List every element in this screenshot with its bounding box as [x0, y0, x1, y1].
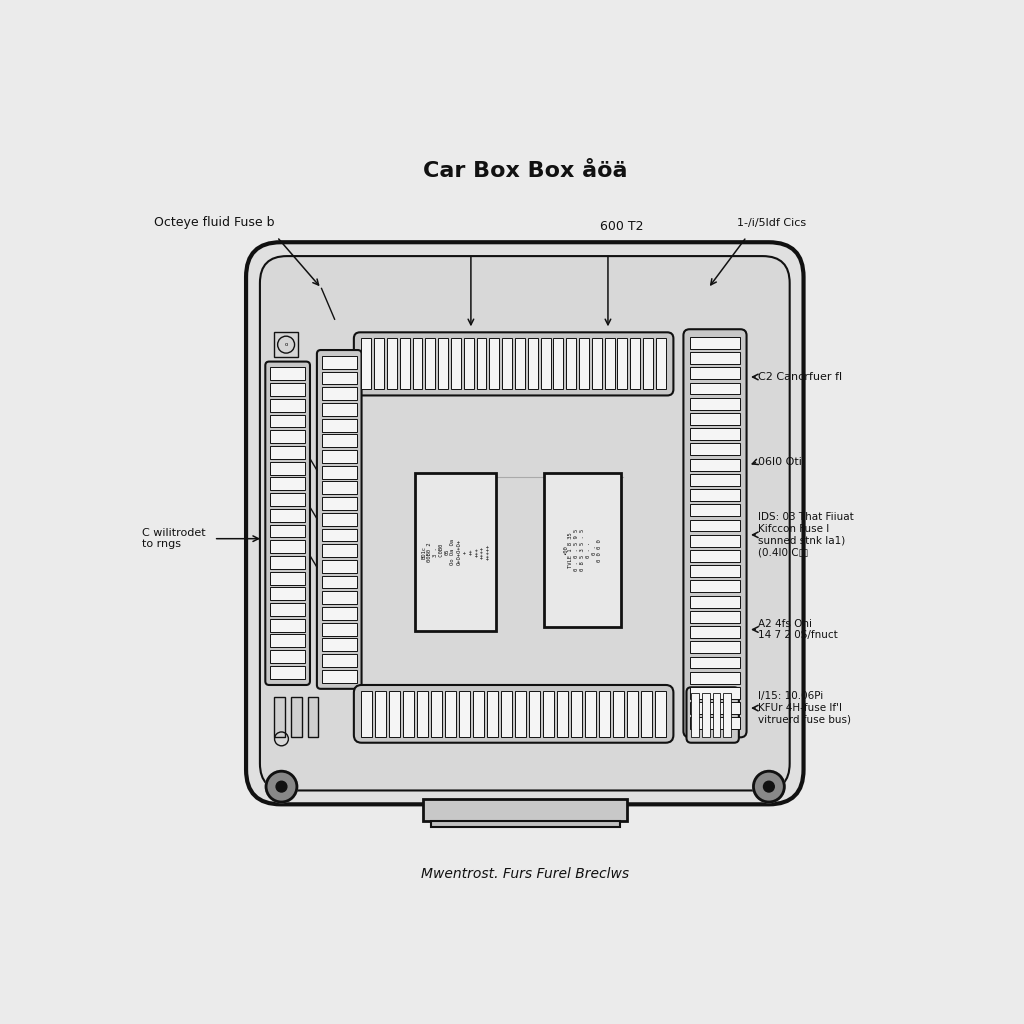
Bar [270, 462, 305, 474]
Bar [270, 588, 305, 600]
Bar [459, 691, 470, 736]
Bar [322, 372, 357, 384]
Bar [322, 466, 357, 478]
Bar [515, 691, 526, 736]
Bar [689, 656, 740, 669]
Bar [416, 473, 497, 631]
Bar [273, 333, 298, 357]
Text: C wilitrodet
to rngs: C wilitrodet to rngs [142, 528, 206, 550]
Text: Car Box Box åöä: Car Box Box åöä [423, 161, 627, 180]
FancyBboxPatch shape [265, 361, 310, 685]
Circle shape [764, 781, 774, 792]
Bar [473, 691, 484, 736]
Bar [643, 339, 653, 389]
Circle shape [266, 771, 297, 802]
Bar [599, 691, 609, 736]
Bar [270, 430, 305, 443]
Bar [641, 691, 651, 736]
Bar [291, 696, 301, 736]
Bar [451, 339, 461, 389]
Text: IDS: 03 That Fiiuat
Kifccon Fuse l
sunned stnk la1)
(0.4l0 C□: IDS: 03 That Fiiuat Kifccon Fuse l sunne… [758, 512, 854, 557]
Bar [691, 693, 698, 736]
Bar [689, 596, 740, 607]
Bar [322, 623, 357, 636]
Bar [689, 519, 740, 531]
Bar [689, 641, 740, 653]
Bar [501, 691, 512, 736]
Bar [541, 339, 551, 389]
Bar [361, 339, 372, 389]
Bar [438, 339, 449, 389]
Bar [724, 693, 731, 736]
Bar [270, 383, 305, 396]
Bar [445, 691, 456, 736]
Bar [529, 691, 540, 736]
Bar [489, 339, 500, 389]
Bar [604, 339, 614, 389]
FancyBboxPatch shape [316, 350, 361, 689]
Bar [689, 397, 740, 410]
Bar [270, 603, 305, 616]
Bar [689, 718, 740, 729]
Bar [689, 489, 740, 501]
Bar [273, 696, 285, 736]
Bar [270, 494, 305, 506]
Bar [476, 339, 486, 389]
Bar [322, 451, 357, 463]
Bar [544, 473, 621, 628]
Bar [413, 339, 423, 389]
Bar [701, 693, 710, 736]
Bar [689, 581, 740, 592]
Bar [322, 607, 357, 620]
Bar [403, 691, 414, 736]
Bar [322, 356, 357, 369]
Bar [322, 591, 357, 604]
Bar [612, 691, 624, 736]
Bar [270, 446, 305, 459]
Bar [689, 626, 740, 638]
Bar [689, 687, 740, 699]
Bar [270, 509, 305, 521]
Bar [322, 638, 357, 651]
Bar [376, 691, 386, 736]
Bar [689, 611, 740, 623]
Bar [270, 524, 305, 538]
Bar [689, 474, 740, 485]
Circle shape [276, 781, 287, 792]
Bar [431, 820, 620, 826]
Bar [389, 691, 400, 736]
Bar [322, 387, 357, 400]
Bar [689, 459, 740, 471]
Bar [627, 691, 638, 736]
Bar [502, 339, 512, 389]
Bar [322, 497, 357, 510]
Bar [689, 672, 740, 684]
Bar [487, 691, 498, 736]
Text: 600 T2: 600 T2 [600, 220, 644, 233]
Bar [270, 368, 305, 380]
Bar [579, 339, 589, 389]
Bar [322, 528, 357, 542]
Bar [270, 541, 305, 553]
Bar [322, 434, 357, 447]
FancyBboxPatch shape [246, 243, 804, 804]
Text: C2 Cancrfuer fl: C2 Cancrfuer fl [758, 372, 842, 382]
Bar [689, 535, 740, 547]
Bar [399, 339, 410, 389]
Bar [464, 339, 474, 389]
Bar [270, 618, 305, 632]
Bar [431, 691, 442, 736]
Bar [417, 691, 428, 736]
FancyBboxPatch shape [260, 256, 790, 791]
Bar [689, 428, 740, 440]
Bar [515, 339, 525, 389]
Bar [322, 419, 357, 431]
FancyBboxPatch shape [683, 330, 746, 737]
Bar [361, 691, 373, 736]
Bar [585, 691, 596, 736]
Bar [566, 339, 577, 389]
Bar [713, 693, 720, 736]
Bar [617, 339, 628, 389]
Bar [689, 337, 740, 349]
Bar [630, 339, 640, 389]
